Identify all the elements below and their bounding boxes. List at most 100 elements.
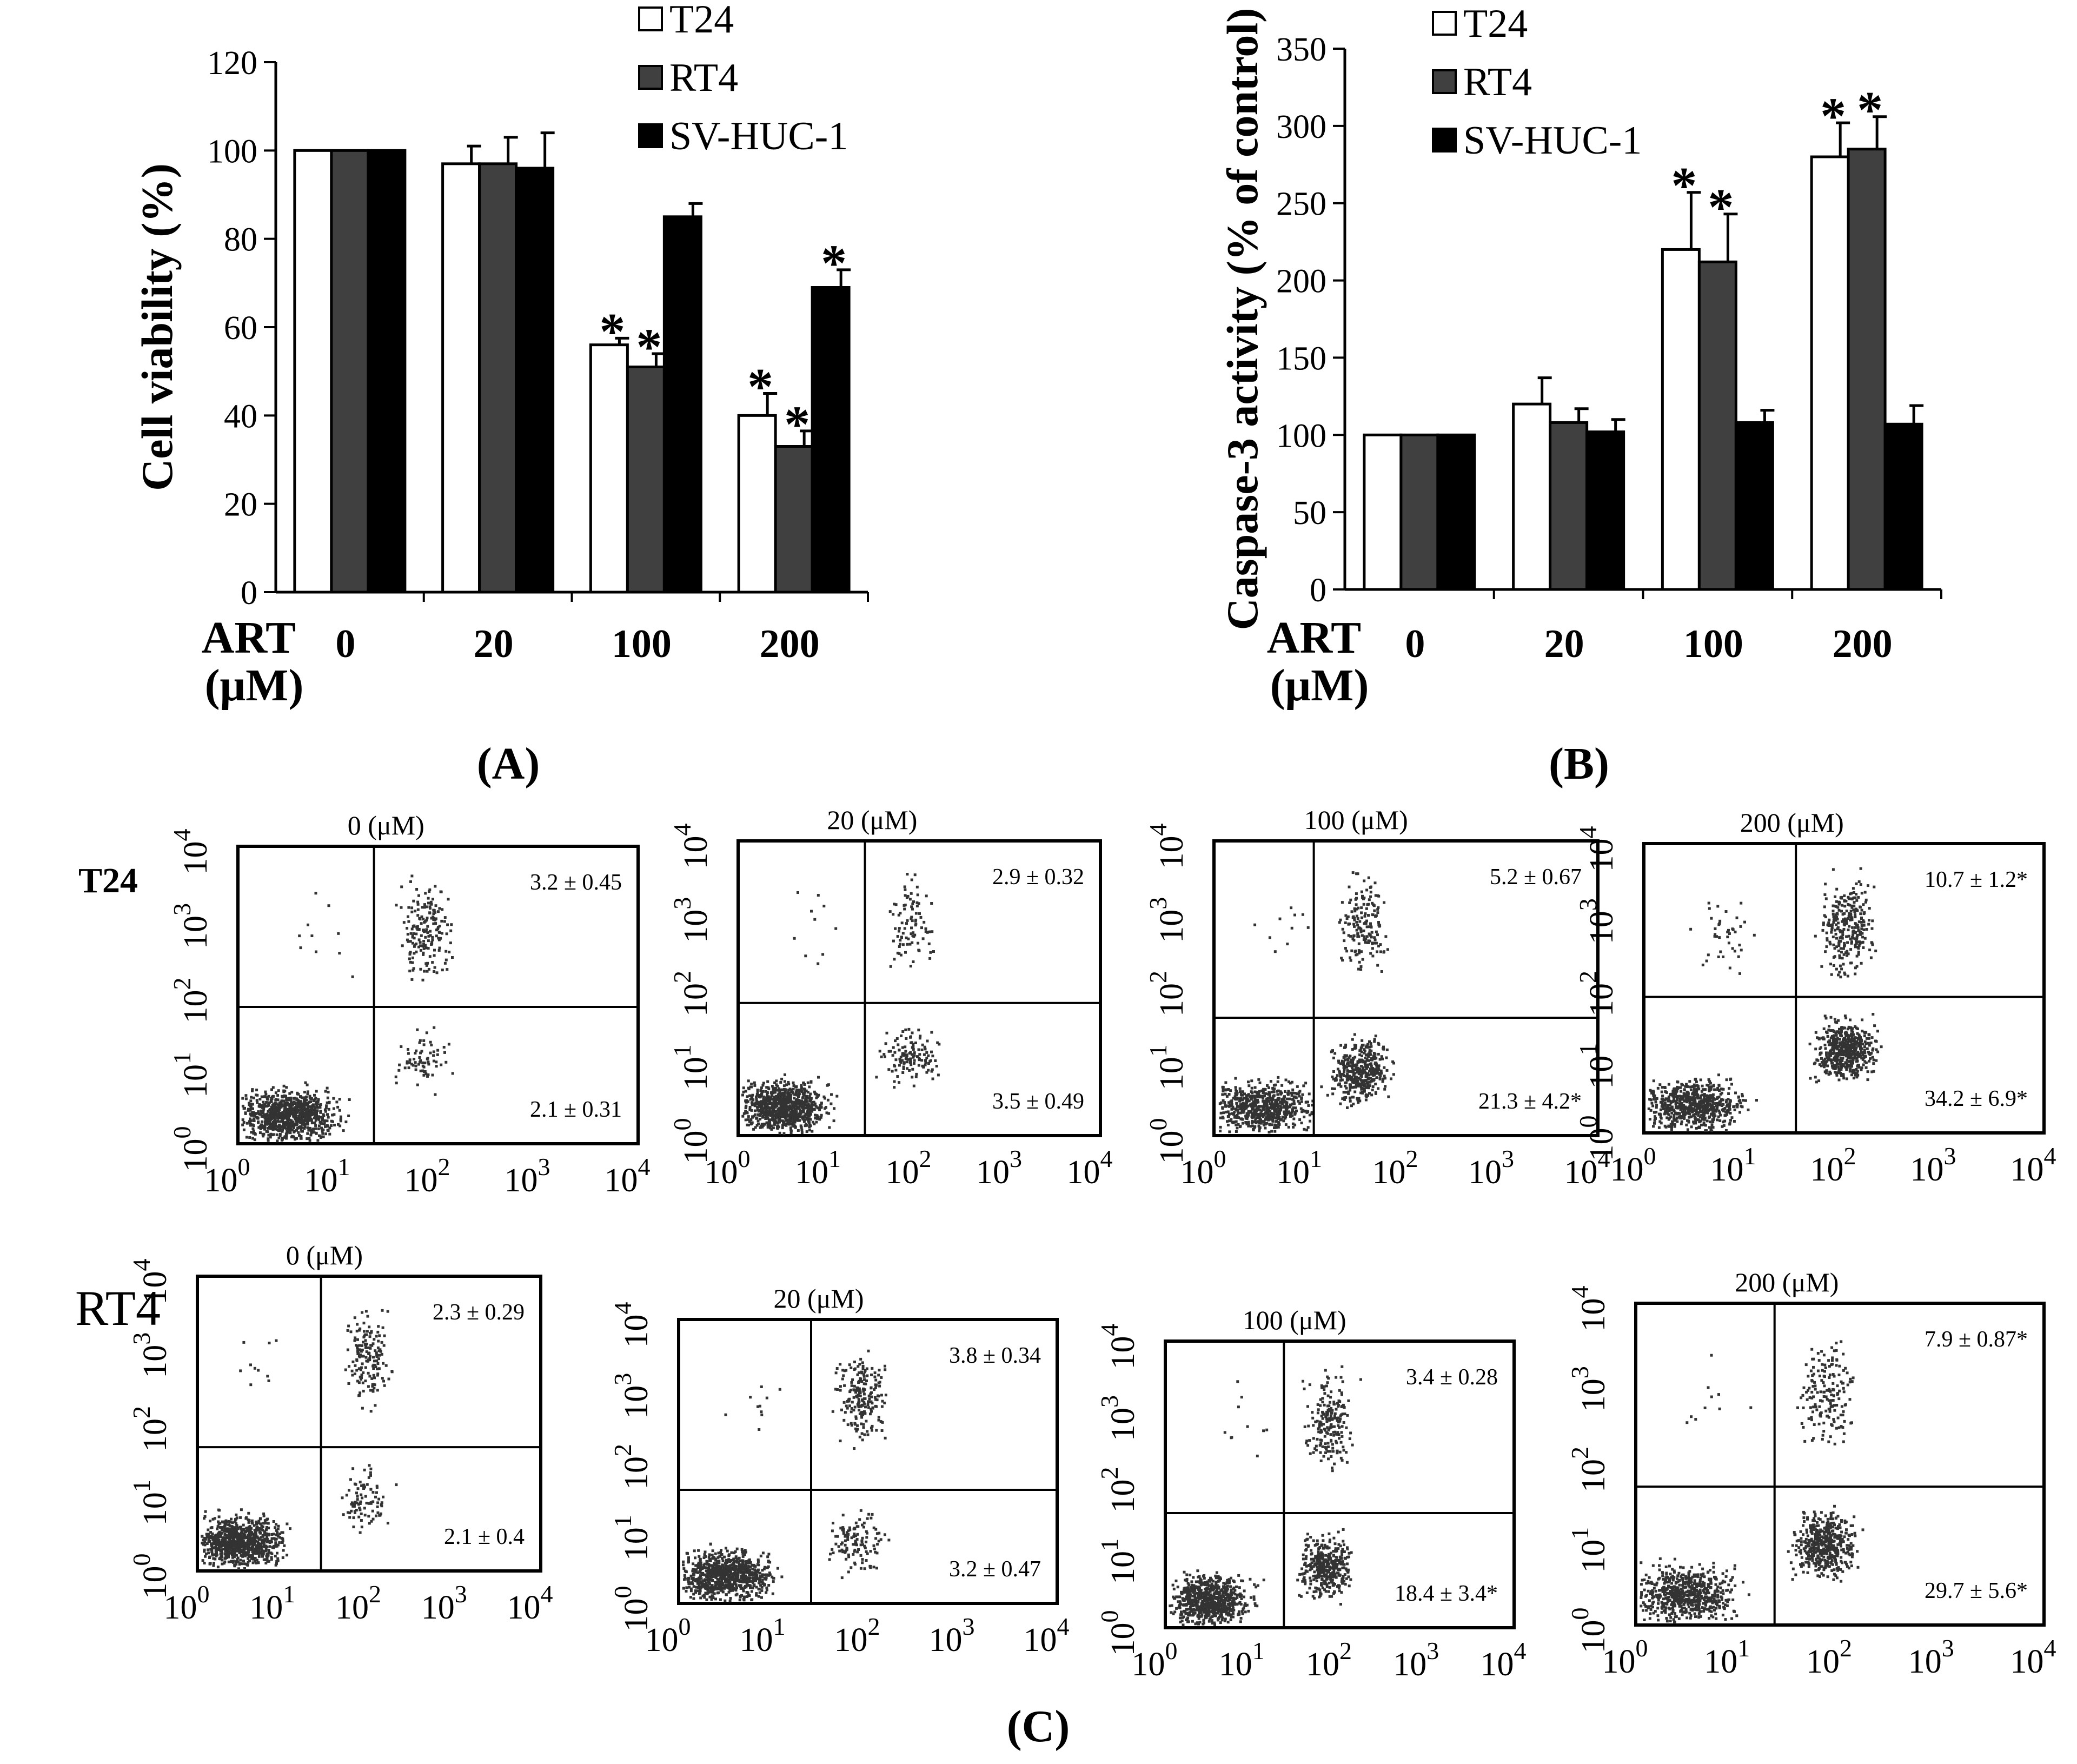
event-dot [1834, 932, 1837, 936]
event-dot [448, 951, 451, 953]
event-dot [1848, 897, 1850, 900]
event-dot [766, 1096, 769, 1099]
event-dot [1275, 1126, 1278, 1129]
event-dot [318, 1104, 322, 1107]
event-dot [1343, 1070, 1346, 1073]
event-dot [1842, 947, 1845, 950]
event-dot [796, 1099, 799, 1102]
event-dot [1835, 1073, 1839, 1077]
event-dot [1386, 948, 1389, 951]
event-dot [1852, 887, 1855, 890]
event-dot [242, 1107, 245, 1110]
event-dot [293, 1124, 296, 1127]
bar-rt4-100 [626, 366, 666, 594]
event-dot [1841, 920, 1844, 923]
event-dot [812, 1120, 814, 1124]
event-dot [1684, 1095, 1688, 1098]
event-dot [1672, 1109, 1675, 1112]
event-dot [406, 1062, 409, 1065]
event-dot [1349, 959, 1352, 962]
event-dot [1332, 1070, 1335, 1073]
event-dot [1382, 1077, 1385, 1080]
event-dot [1862, 1063, 1865, 1066]
event-dot [314, 1124, 317, 1127]
event-dot [1357, 1084, 1360, 1087]
event-dot [804, 1124, 807, 1128]
event-dot [1676, 1116, 1679, 1119]
event-dot [1360, 950, 1363, 953]
event-dot [803, 1118, 806, 1122]
event-dot [910, 1063, 913, 1066]
event-dot [1352, 1064, 1356, 1067]
event-dot [271, 1106, 275, 1110]
event-dot [1264, 1112, 1267, 1115]
event-dot [423, 903, 426, 906]
event-dot [1649, 1109, 1653, 1112]
event-dot [422, 944, 426, 947]
event-dot [1247, 1124, 1250, 1128]
log-base: 10 [177, 990, 214, 1024]
event-dot [1666, 1099, 1669, 1102]
event-dot [905, 1057, 908, 1060]
event-dot [296, 1121, 299, 1124]
event-dot [1226, 1120, 1229, 1123]
event-dot [1230, 1112, 1233, 1115]
event-dot [893, 903, 896, 906]
event-dot [910, 1041, 913, 1044]
event-dot [921, 1043, 924, 1046]
event-dot [798, 1099, 801, 1103]
event-dot [789, 1119, 792, 1123]
event-dot [1722, 1124, 1726, 1127]
event-dot [878, 1050, 881, 1053]
event-dot [328, 1100, 331, 1104]
event-dot [1684, 1085, 1687, 1088]
event-dot [1675, 1089, 1678, 1092]
dot-cloud [1218, 871, 1395, 1134]
event-dot [1265, 1104, 1269, 1106]
event-dot [1275, 1120, 1278, 1123]
event-dot [1238, 1097, 1242, 1100]
event-dot [1833, 955, 1836, 958]
event-dot [1716, 1105, 1719, 1109]
event-dot [1842, 1037, 1846, 1040]
plot-frame [1212, 839, 1600, 1137]
event-dot [327, 1091, 330, 1093]
event-dot [296, 1091, 299, 1095]
event-dot [422, 1043, 426, 1046]
event-dot [1361, 1039, 1364, 1042]
event-dot [1832, 912, 1835, 916]
event-dot [1291, 1109, 1295, 1112]
event-dot [1257, 1096, 1260, 1098]
event-dot [1230, 1103, 1233, 1106]
event-dot [1871, 943, 1874, 946]
event-dot [1268, 1131, 1271, 1134]
event-dot [286, 1131, 289, 1135]
event-dot [1274, 1098, 1277, 1102]
event-dot [423, 970, 426, 973]
event-dot [285, 1134, 288, 1137]
event-dot [1689, 1088, 1693, 1091]
event-dot [430, 943, 433, 946]
event-dot [808, 1123, 811, 1126]
event-dot [1373, 1038, 1376, 1041]
event-dot [283, 1116, 286, 1119]
event-dot [275, 1133, 278, 1136]
event-dot [755, 1095, 758, 1098]
log-base: 10 [404, 1162, 438, 1199]
event-dot [270, 1108, 274, 1111]
event-dot [1337, 1061, 1341, 1064]
event-dot [1369, 922, 1372, 925]
event-dot [1273, 950, 1277, 953]
event-dot [1845, 1068, 1848, 1071]
event-dot [1851, 1060, 1854, 1064]
event-dot [1727, 1098, 1730, 1101]
event-dot [1709, 1094, 1713, 1097]
event-dot [1247, 1093, 1250, 1096]
event-dot [1242, 1104, 1245, 1108]
significance-star: * [636, 318, 662, 376]
event-dot [919, 1034, 922, 1038]
event-dot [1369, 1084, 1371, 1087]
event-dot [1355, 1076, 1358, 1079]
scatter-panel-t24-3: 200 (μM)10.7 ± 1.2*34.2 ± 6.9*1001001011… [1574, 807, 2056, 1188]
event-dot [1843, 905, 1847, 908]
